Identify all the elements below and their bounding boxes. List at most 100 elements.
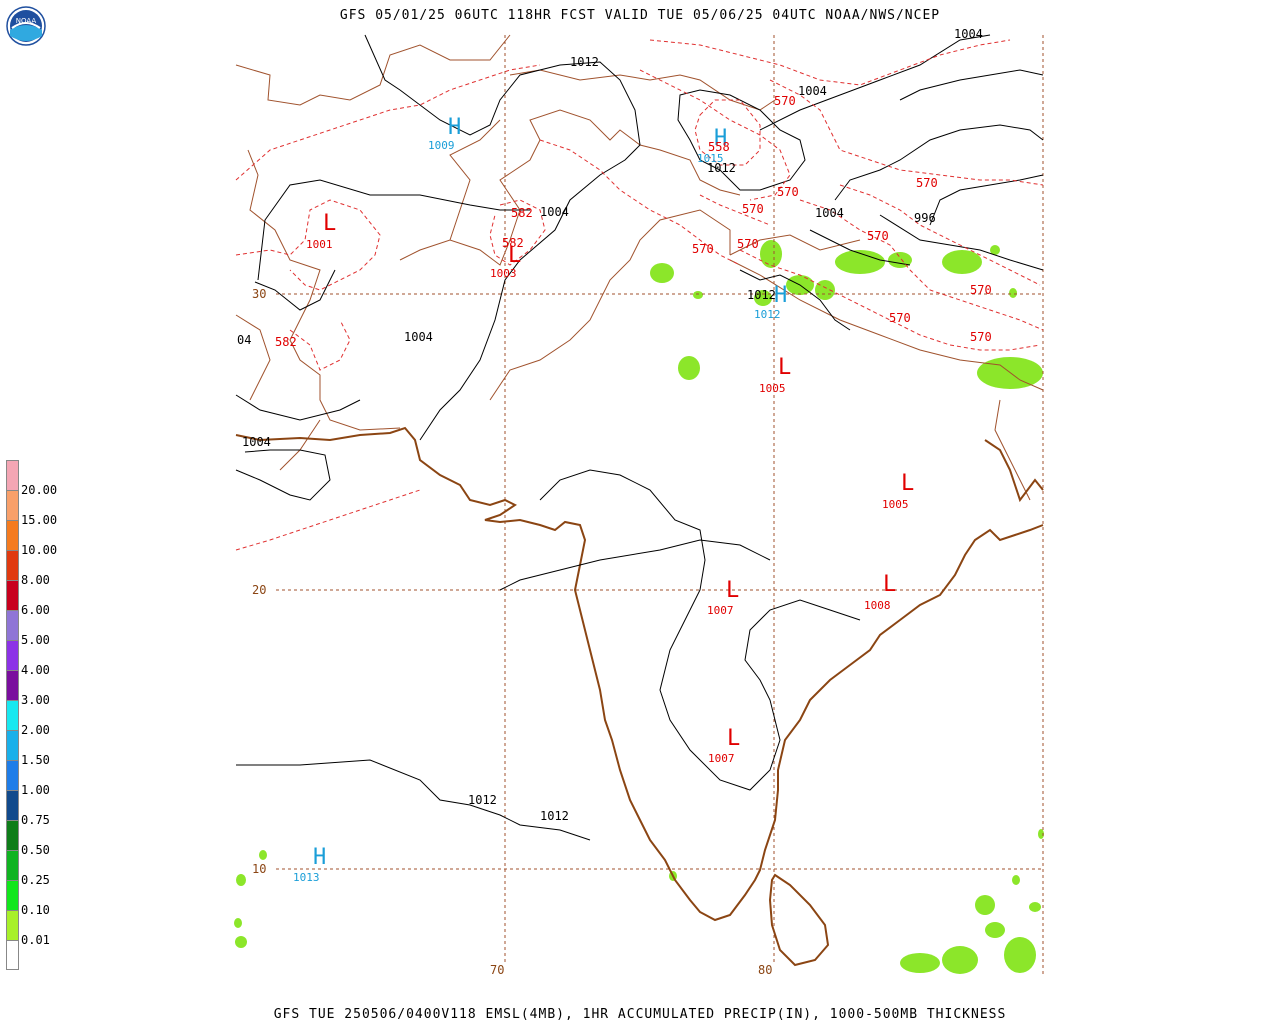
svg-text:1012: 1012 <box>754 308 781 321</box>
map-title: GFS 05/01/25 06UTC 118HR FCST VALID TUE … <box>339 8 941 23</box>
isobar-label: 04 <box>237 333 251 347</box>
isobar-label: 1012 <box>540 809 569 823</box>
thickness-label: 570 <box>916 176 938 190</box>
low-pressure-center: L 1005 <box>882 471 914 511</box>
thickness-label: 582 <box>511 206 533 220</box>
legend-label: 4.00 <box>21 663 50 677</box>
isobar-labels: 1012 1004 1004 1012 1004 996 1004 1012 1… <box>237 27 983 823</box>
thickness-label: 570 <box>777 185 799 199</box>
legend-swatch <box>6 820 19 850</box>
legend-swatch <box>6 520 19 550</box>
low-pressure-center: L 1007 <box>707 578 739 617</box>
isobar-label: 1004 <box>798 84 827 98</box>
isobar-label: 1004 <box>540 205 569 219</box>
thickness-lines <box>235 39 1044 551</box>
svg-text:L: L <box>901 471 914 496</box>
legend-label: 1.50 <box>21 753 50 767</box>
svg-text:1001: 1001 <box>306 238 333 251</box>
logo-text: NOAA <box>16 17 37 25</box>
thickness-label: 558 <box>708 140 730 154</box>
svg-text:1009: 1009 <box>428 139 455 152</box>
thickness-label: 570 <box>867 229 889 243</box>
thickness-label: 570 <box>889 311 911 325</box>
legend-label: 1.00 <box>21 783 50 797</box>
legend-swatch <box>6 670 19 700</box>
legend-label: 20.00 <box>21 483 58 497</box>
isobar-label: 1004 <box>404 330 433 344</box>
legend-label: 0.10 <box>21 903 50 917</box>
thickness-label: 570 <box>970 330 992 344</box>
grid-labels: 30 20 10 70 80 <box>252 287 772 977</box>
svg-text:L: L <box>883 572 896 597</box>
svg-text:L: L <box>323 211 336 236</box>
borders <box>235 34 1044 501</box>
svg-text:1003: 1003 <box>490 267 517 280</box>
lat-label: 10 <box>252 862 266 876</box>
svg-text:L: L <box>778 355 791 380</box>
high-pressure-center: H 1012 <box>754 283 787 321</box>
isobar-label: 1012 <box>570 55 599 69</box>
low-pressure-center: L 1007 <box>708 726 740 765</box>
lon-label: 70 <box>490 963 504 977</box>
legend-swatch <box>6 940 19 970</box>
low-pressure-center: L 1005 <box>759 355 791 395</box>
legend-swatch <box>6 460 19 490</box>
svg-text:1007: 1007 <box>707 604 734 617</box>
legend-label: 5.00 <box>21 633 50 647</box>
map-footer: GFS TUE 250506/0400V118 EMSL(4MB), 1HR A… <box>273 1007 1007 1022</box>
legend-label: 0.50 <box>21 843 50 857</box>
legend-swatch <box>6 640 19 670</box>
legend-swatch <box>6 880 19 910</box>
legend-swatch <box>6 760 19 790</box>
svg-text:1005: 1005 <box>759 382 786 395</box>
thickness-label: 582 <box>275 335 297 349</box>
svg-text:H: H <box>313 845 326 870</box>
lon-label: 80 <box>758 963 772 977</box>
legend-swatch <box>6 850 19 880</box>
legend-label: 8.00 <box>21 573 50 587</box>
svg-text:L: L <box>726 578 739 603</box>
isobar-label: 1004 <box>815 206 844 220</box>
thickness-label: 570 <box>970 283 992 297</box>
thickness-label: 570 <box>737 237 759 251</box>
isobar-label: 1012 <box>468 793 497 807</box>
legend-swatch <box>6 490 19 520</box>
legend-swatch <box>6 700 19 730</box>
svg-text:1013: 1013 <box>293 871 320 884</box>
legend-swatch <box>6 730 19 760</box>
isobar-label: 1012 <box>707 161 736 175</box>
thickness-label: 570 <box>742 202 764 216</box>
legend-swatch <box>6 910 19 940</box>
thickness-labels: 570 558 570 570 570 570 570 582 582 570 … <box>275 94 992 349</box>
isobars <box>235 34 1044 841</box>
coastline <box>235 426 1044 967</box>
svg-text:1007: 1007 <box>708 752 735 765</box>
legend-label: 0.01 <box>21 933 50 947</box>
thickness-label: 570 <box>774 94 796 108</box>
pressure-centers: H 1009 H 1015 H 1012 H 1013 L 1001 L 100… <box>293 115 914 884</box>
thickness-label: 582 <box>502 236 524 250</box>
low-pressure-center: L 1003 <box>490 243 521 280</box>
legend-swatch <box>6 550 19 580</box>
precip-legend <box>6 460 20 970</box>
precip-areas <box>234 240 1044 974</box>
legend-label: 0.75 <box>21 813 50 827</box>
svg-text:1008: 1008 <box>864 599 891 612</box>
low-pressure-center: L 1001 <box>306 211 336 251</box>
isobar-label: 1012 <box>747 288 776 302</box>
isobar-label: 1004 <box>954 27 983 41</box>
svg-text:1015: 1015 <box>697 152 724 165</box>
isobar-label: 996 <box>914 211 936 225</box>
isobar-label: 1004 <box>242 435 271 449</box>
legend-swatch <box>6 580 19 610</box>
lat-label: 30 <box>252 287 266 301</box>
svg-text:H: H <box>714 126 727 151</box>
svg-text:L: L <box>727 726 740 751</box>
svg-text:H: H <box>448 115 461 140</box>
legend-swatch <box>6 610 19 640</box>
legend-label: 0.25 <box>21 873 50 887</box>
legend-label: 3.00 <box>21 693 50 707</box>
legend-swatch <box>6 790 19 820</box>
thickness-label: 570 <box>692 242 714 256</box>
